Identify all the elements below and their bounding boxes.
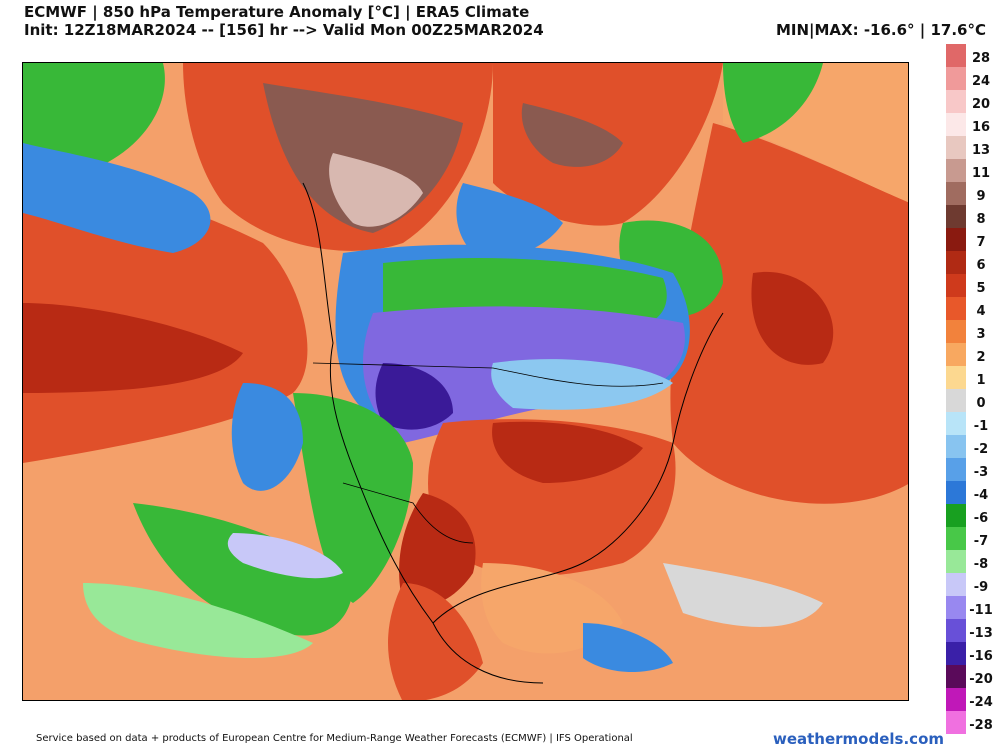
legend-swatch <box>946 320 966 343</box>
us-mexico-border <box>342 482 474 544</box>
legend-swatch <box>946 504 966 527</box>
legend-swatch <box>946 274 966 297</box>
legend-label: -3 <box>973 464 989 480</box>
anomaly-map <box>22 62 909 701</box>
legend-label: -20 <box>969 671 993 687</box>
legend-label: -24 <box>969 694 993 710</box>
legend-label: -8 <box>973 556 989 572</box>
legend-swatch <box>946 711 966 734</box>
pacific-strong-warm <box>23 303 243 393</box>
texas-warm <box>399 493 476 607</box>
pacific-green-plume <box>133 503 353 636</box>
legend-swatch <box>946 527 966 550</box>
atlantic-strong-warm <box>751 271 834 365</box>
legend-label: -11 <box>969 602 993 618</box>
legend-label: 6 <box>976 257 986 273</box>
legend-label: -6 <box>973 510 989 526</box>
legend-label: -9 <box>973 579 989 595</box>
legend-label: 16 <box>971 119 991 135</box>
legend-label: 1 <box>976 372 986 388</box>
legend-label: 28 <box>971 50 991 66</box>
legend-label: 7 <box>976 234 986 250</box>
legend-swatch <box>946 159 966 182</box>
legend-swatch <box>946 481 966 504</box>
legend-label: -1 <box>973 418 989 434</box>
legend-label: -7 <box>973 533 989 549</box>
west-coast-blue <box>231 383 303 491</box>
legend-label: 3 <box>976 326 986 342</box>
legend-label: -2 <box>973 441 989 457</box>
data-credit: Service based on data + products of Euro… <box>36 733 633 744</box>
pacific-warm-region <box>23 181 308 463</box>
legend-label: 8 <box>976 211 986 227</box>
legend-swatch <box>946 44 966 67</box>
legend-swatch <box>946 458 966 481</box>
legend-swatch <box>946 665 966 688</box>
legend-swatch <box>946 136 966 159</box>
legend-label: 20 <box>971 96 991 112</box>
legend-label: 9 <box>976 188 986 204</box>
legend-label: -28 <box>969 717 993 733</box>
legend-label: 24 <box>971 73 991 89</box>
arctic-brown <box>521 103 623 167</box>
ohio-valley-strong <box>492 421 643 483</box>
legend-swatch <box>946 573 966 596</box>
pacific-purple-plume <box>227 533 343 579</box>
legend-swatch <box>946 389 966 412</box>
legend-swatch <box>946 366 966 389</box>
legend-swatch <box>946 619 966 642</box>
legend-label: 4 <box>976 303 986 319</box>
legend-swatch <box>946 205 966 228</box>
chart-title: ECMWF | 850 hPa Temperature Anomaly [°C]… <box>24 3 530 21</box>
caribbean-blue <box>583 623 673 673</box>
legend-label: 13 <box>971 142 991 158</box>
brand-link[interactable]: weathermodels.com <box>772 730 944 748</box>
legend-swatch <box>946 596 966 619</box>
legend-swatch <box>946 642 966 665</box>
legend-label: -13 <box>969 625 993 641</box>
aleutian-blue <box>23 143 211 253</box>
min-max-readout: MIN|MAX: -16.6° | 17.6°C <box>775 21 986 39</box>
legend-label: 5 <box>976 280 986 296</box>
legend-swatch <box>946 67 966 90</box>
aleutian-green <box>23 63 165 174</box>
legend-swatch <box>946 435 966 458</box>
lakes-light-blue <box>491 359 673 410</box>
legend-swatch <box>946 228 966 251</box>
mexico-warm <box>388 583 483 700</box>
caribbean-neutral <box>663 563 823 627</box>
pacific-light-green <box>83 583 313 658</box>
legend-swatch <box>946 182 966 205</box>
legend-swatch <box>946 90 966 113</box>
legend-swatch <box>946 343 966 366</box>
legend-label: -4 <box>973 487 989 503</box>
yukon-pale <box>329 153 423 227</box>
legend-swatch <box>946 251 966 274</box>
legend-label: 11 <box>971 165 991 181</box>
init-valid-time: Init: 12Z18MAR2024 -- [156] hr --> Valid… <box>24 21 544 39</box>
legend-swatch <box>946 550 966 573</box>
us-canada-border <box>312 362 664 387</box>
greenland-west-green <box>723 63 823 143</box>
legend-label: 2 <box>976 349 986 365</box>
plains-deep-purple <box>375 363 453 430</box>
coastline <box>302 182 724 684</box>
western-us-green <box>293 393 413 603</box>
legend-swatch <box>946 688 966 711</box>
legend-swatch <box>946 113 966 136</box>
legend-label: -16 <box>969 648 993 664</box>
legend-swatch <box>946 297 966 320</box>
legend-label: 0 <box>976 395 986 411</box>
hudson-blue <box>456 183 563 257</box>
legend-swatch <box>946 412 966 435</box>
